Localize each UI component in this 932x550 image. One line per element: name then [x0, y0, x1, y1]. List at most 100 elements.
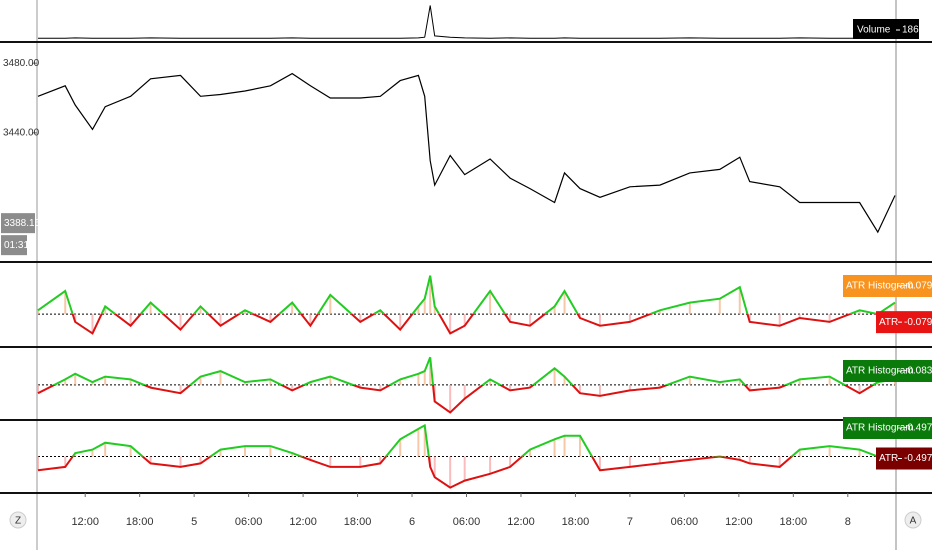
- x-tick-label: 12:00: [507, 516, 535, 528]
- histogram-bar: [778, 314, 781, 326]
- histogram-bar: [489, 456, 492, 474]
- legend-value: -0.4975: [904, 453, 932, 464]
- price-line: [37, 72, 896, 234]
- histogram-bar: [309, 382, 312, 385]
- x-tick-label: 06:00: [235, 516, 263, 528]
- histogram-bar: [578, 384, 581, 394]
- histogram-bar: [104, 442, 107, 457]
- histogram-bar: [37, 310, 39, 315]
- histogram-bar: [359, 314, 362, 322]
- histogram-bar: [449, 384, 452, 413]
- histogram-bar: [243, 310, 246, 315]
- countdown-box: [1, 235, 27, 256]
- legend-box: [843, 275, 932, 297]
- histogram-bar: [423, 371, 426, 385]
- histogram-bar: [179, 384, 182, 394]
- histogram-bar: [828, 314, 831, 322]
- histogram-bar: [129, 314, 132, 326]
- histogram-bar: [64, 456, 67, 467]
- histogram-bar: [269, 446, 272, 457]
- histogram-bar: [748, 384, 751, 391]
- histogram-bar: [417, 306, 420, 315]
- histogram-bar: [379, 310, 382, 315]
- histogram-bar: [738, 456, 741, 460]
- histogram-bar: [429, 275, 432, 315]
- histogram-bar: [309, 314, 312, 326]
- histogram-bar: [798, 314, 801, 318]
- last-price-label: 3388.16: [4, 218, 41, 229]
- histogram-bar: [858, 310, 861, 315]
- atr-line: [37, 356, 896, 414]
- histogram-bar: [628, 456, 631, 467]
- y-tick-label: 3480.00: [3, 58, 40, 69]
- histogram-bar: [658, 456, 661, 464]
- legend-name: ATR Histogram: [846, 281, 914, 292]
- histogram-bar: [91, 314, 94, 334]
- histogram-bar: [399, 379, 402, 385]
- histogram-bar: [828, 446, 831, 457]
- histogram-bar: [748, 314, 751, 322]
- histogram-bar: [433, 456, 436, 478]
- last-price-box: [1, 213, 35, 234]
- histogram-bar: [598, 384, 601, 396]
- x-tick-label: 12:00: [289, 516, 317, 528]
- histogram-bar: [598, 456, 601, 471]
- legend-value: -0.0797: [904, 281, 932, 292]
- histogram-bar: [738, 379, 741, 385]
- histogram-bar: [828, 376, 831, 385]
- histogram-bar: [778, 384, 781, 388]
- histogram-bar: [509, 456, 512, 467]
- zoom-button[interactable]: [904, 511, 922, 529]
- histogram-bar: [688, 376, 691, 385]
- histogram-bar: [798, 379, 801, 385]
- zoom-button-label[interactable]: Z: [15, 516, 21, 527]
- histogram-bar: [399, 439, 402, 457]
- histogram-bar: [329, 376, 332, 385]
- x-tick-label: 18:00: [126, 516, 154, 528]
- x-tick-label: 18:00: [562, 516, 590, 528]
- histogram-bar: [894, 379, 896, 385]
- x-tick-label: 12:00: [725, 516, 753, 528]
- x-tick-label: 7: [627, 516, 633, 528]
- histogram-bar: [199, 456, 202, 464]
- histogram-bar: [509, 384, 512, 391]
- histogram-bar: [379, 456, 382, 464]
- histogram-bar: [738, 287, 741, 315]
- histogram-bar: [553, 439, 556, 457]
- histogram-bar: [578, 435, 581, 457]
- histogram-bar: [658, 384, 661, 388]
- histogram-bar: [149, 456, 152, 464]
- y-tick-label: 3440.00: [3, 127, 40, 138]
- zoom-button[interactable]: [9, 511, 27, 529]
- histogram-bar: [329, 294, 332, 315]
- histogram-bar: [563, 291, 566, 315]
- legend-value: 186: [902, 25, 919, 36]
- histogram-bar: [798, 449, 801, 457]
- histogram-bar: [628, 314, 631, 322]
- histogram-bar: [149, 302, 152, 315]
- legend-box: [876, 447, 932, 470]
- x-tick-label: 06:00: [453, 516, 481, 528]
- histogram-bar: [309, 456, 312, 460]
- histogram-bar: [658, 310, 661, 315]
- histogram-bar: [563, 376, 566, 385]
- histogram-bar: [74, 373, 77, 385]
- histogram-bar: [529, 314, 532, 326]
- zoom-button-label[interactable]: A: [910, 516, 917, 527]
- histogram-bar: [628, 384, 631, 391]
- countdown-label: 01:31: [4, 240, 29, 251]
- histogram-bar: [64, 379, 67, 385]
- legend-box: [876, 311, 932, 334]
- histogram-bar: [269, 314, 272, 322]
- histogram-bar: [489, 379, 492, 385]
- x-tick-label: 8: [845, 516, 851, 528]
- histogram-bar: [529, 449, 532, 457]
- histogram-bar: [553, 306, 556, 315]
- histogram-bar: [423, 425, 426, 457]
- histogram-bar: [449, 314, 452, 334]
- histogram-bar: [429, 357, 432, 385]
- legend-value: -0.0833: [904, 366, 932, 377]
- histogram-bar: [598, 314, 601, 326]
- histogram-bar: [129, 446, 132, 457]
